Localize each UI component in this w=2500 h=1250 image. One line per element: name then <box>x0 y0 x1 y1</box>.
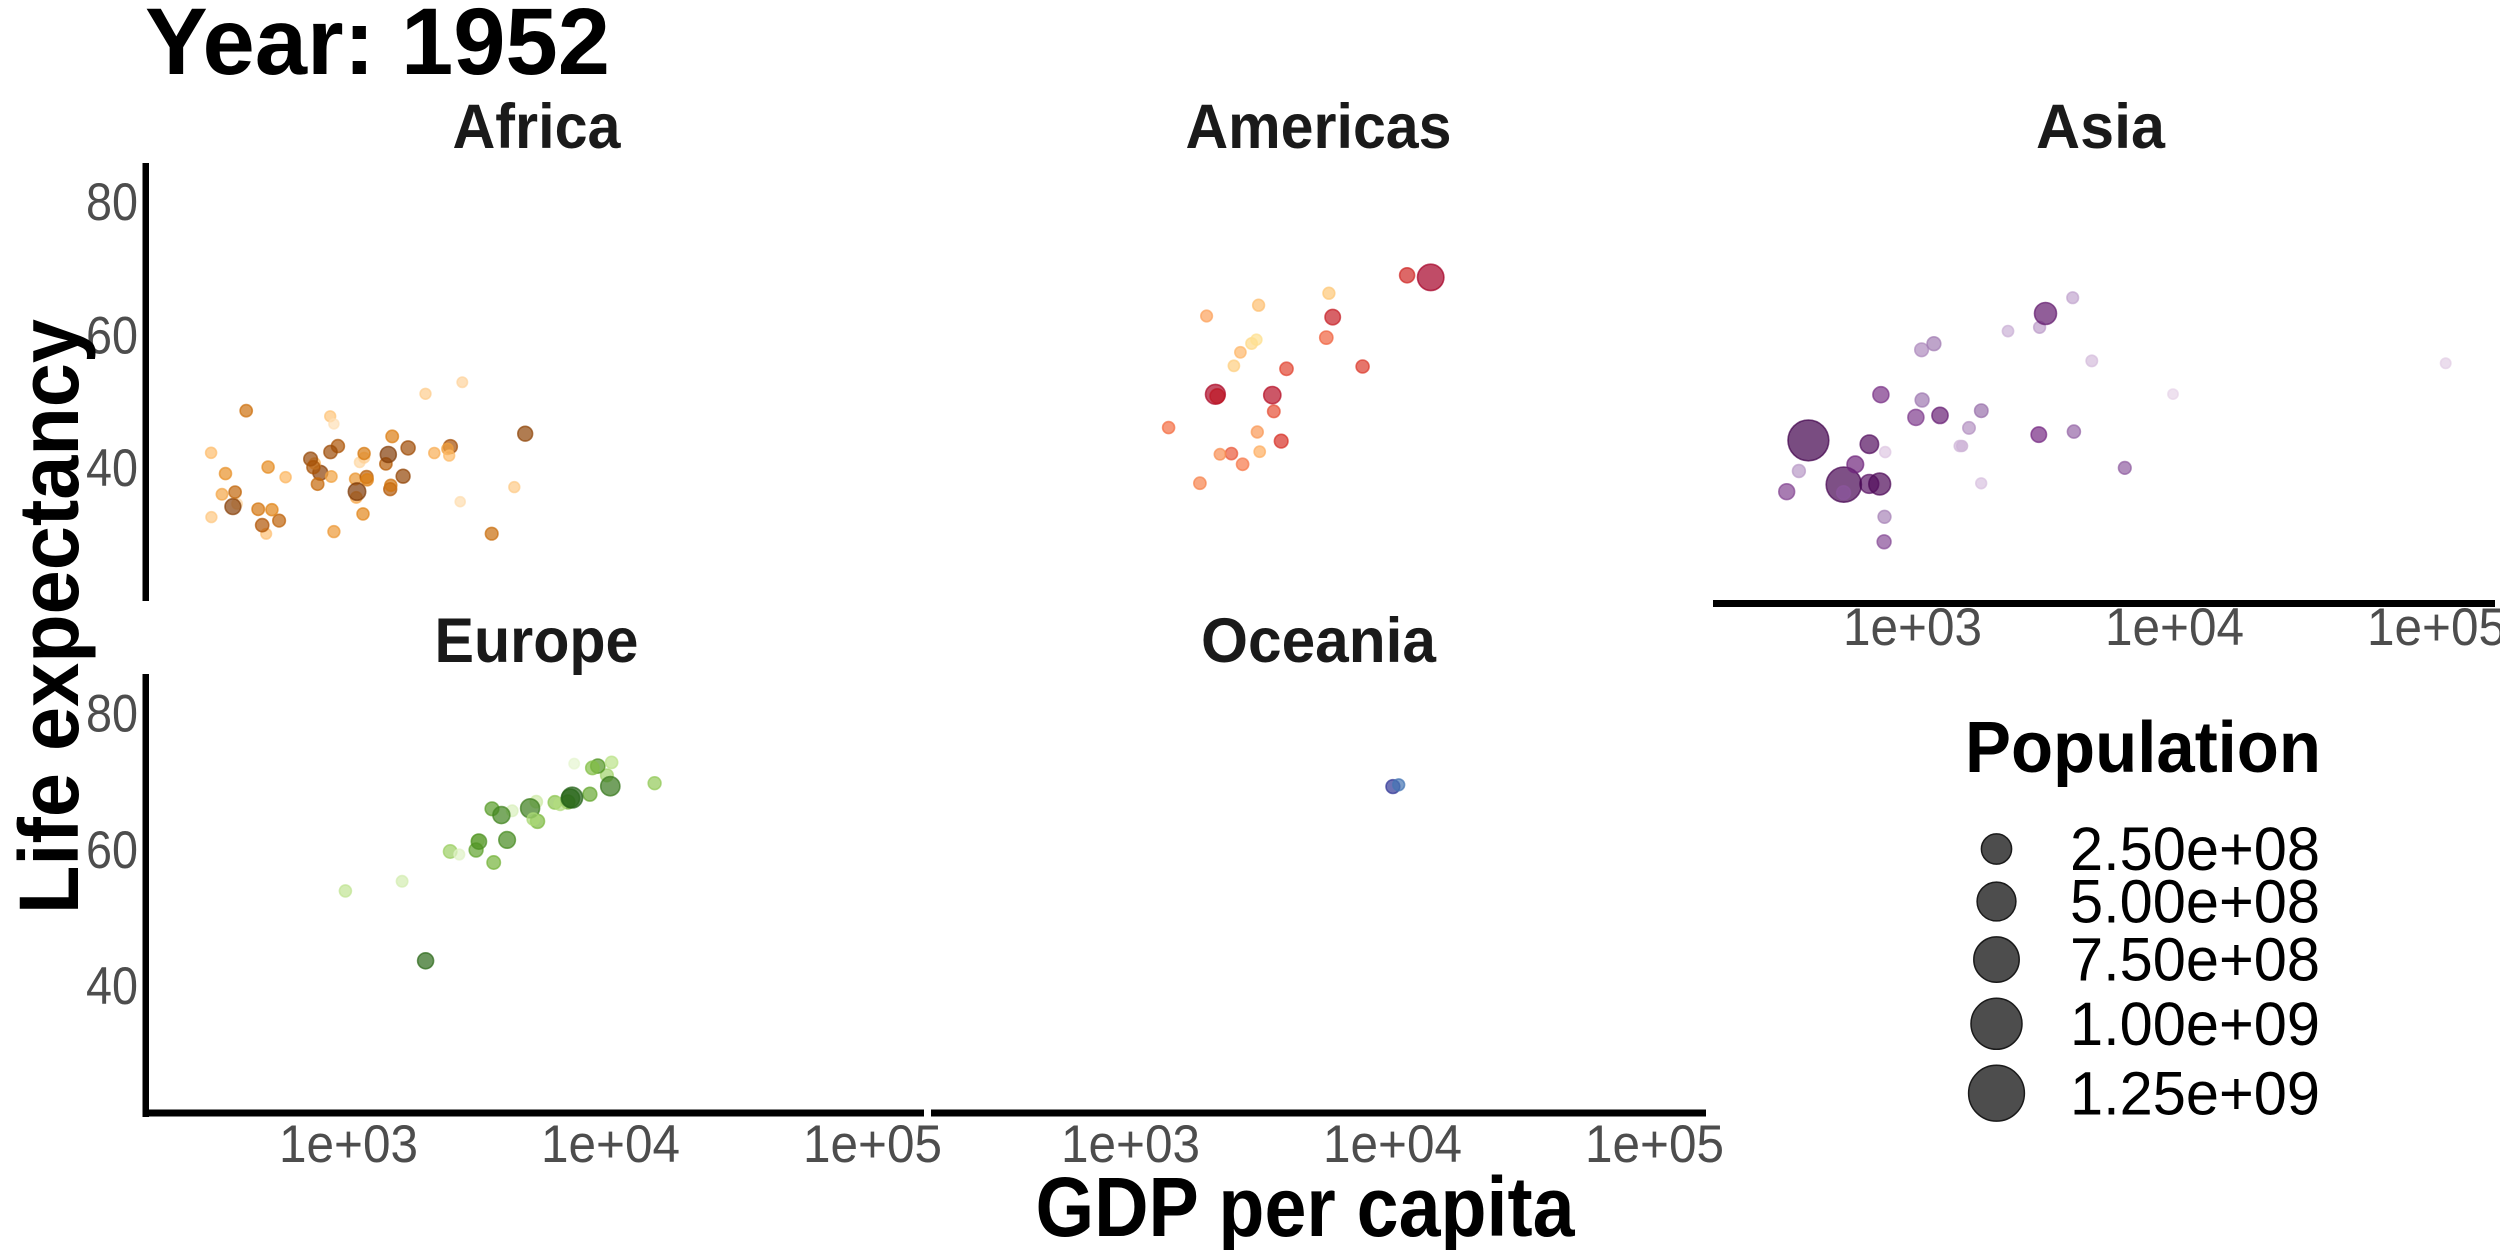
svg-text:Oceania: Oceania <box>1201 606 1437 676</box>
svg-text:Asia: Asia <box>2036 92 2166 162</box>
svg-text:40: 40 <box>86 439 138 498</box>
svg-text:2.50e+08: 2.50e+08 <box>2070 815 2320 883</box>
svg-text:1e+05: 1e+05 <box>2367 598 2500 657</box>
svg-text:1e+03: 1e+03 <box>279 1115 418 1174</box>
svg-text:5.00e+08: 5.00e+08 <box>2070 868 2320 936</box>
svg-text:Population: Population <box>1965 708 2321 788</box>
svg-text:7.50e+08: 7.50e+08 <box>2070 926 2320 994</box>
svg-text:60: 60 <box>86 821 138 880</box>
svg-text:Americas: Americas <box>1186 92 1452 162</box>
svg-text:1e+04: 1e+04 <box>1323 1115 1462 1174</box>
svg-text:1.00e+09: 1.00e+09 <box>2070 990 2320 1058</box>
svg-text:1e+03: 1e+03 <box>1061 1115 1200 1174</box>
svg-text:80: 80 <box>86 684 138 743</box>
svg-text:1e+05: 1e+05 <box>803 1115 942 1174</box>
svg-text:1e+05: 1e+05 <box>1585 1115 1724 1174</box>
svg-text:40: 40 <box>86 957 138 1016</box>
svg-text:1e+03: 1e+03 <box>1843 598 1982 657</box>
svg-text:1e+04: 1e+04 <box>2105 598 2244 657</box>
svg-text:60: 60 <box>86 306 138 365</box>
svg-text:GDP per capita: GDP per capita <box>1036 1160 1576 1250</box>
svg-text:Year: 1952: Year: 1952 <box>145 0 610 95</box>
svg-text:1.25e+09: 1.25e+09 <box>2070 1059 2320 1127</box>
svg-text:Europe: Europe <box>435 606 639 676</box>
svg-text:Africa: Africa <box>453 92 622 162</box>
svg-text:Life expectancy: Life expectancy <box>2 319 96 914</box>
svg-text:1e+04: 1e+04 <box>541 1115 680 1174</box>
svg-text:80: 80 <box>86 173 138 232</box>
